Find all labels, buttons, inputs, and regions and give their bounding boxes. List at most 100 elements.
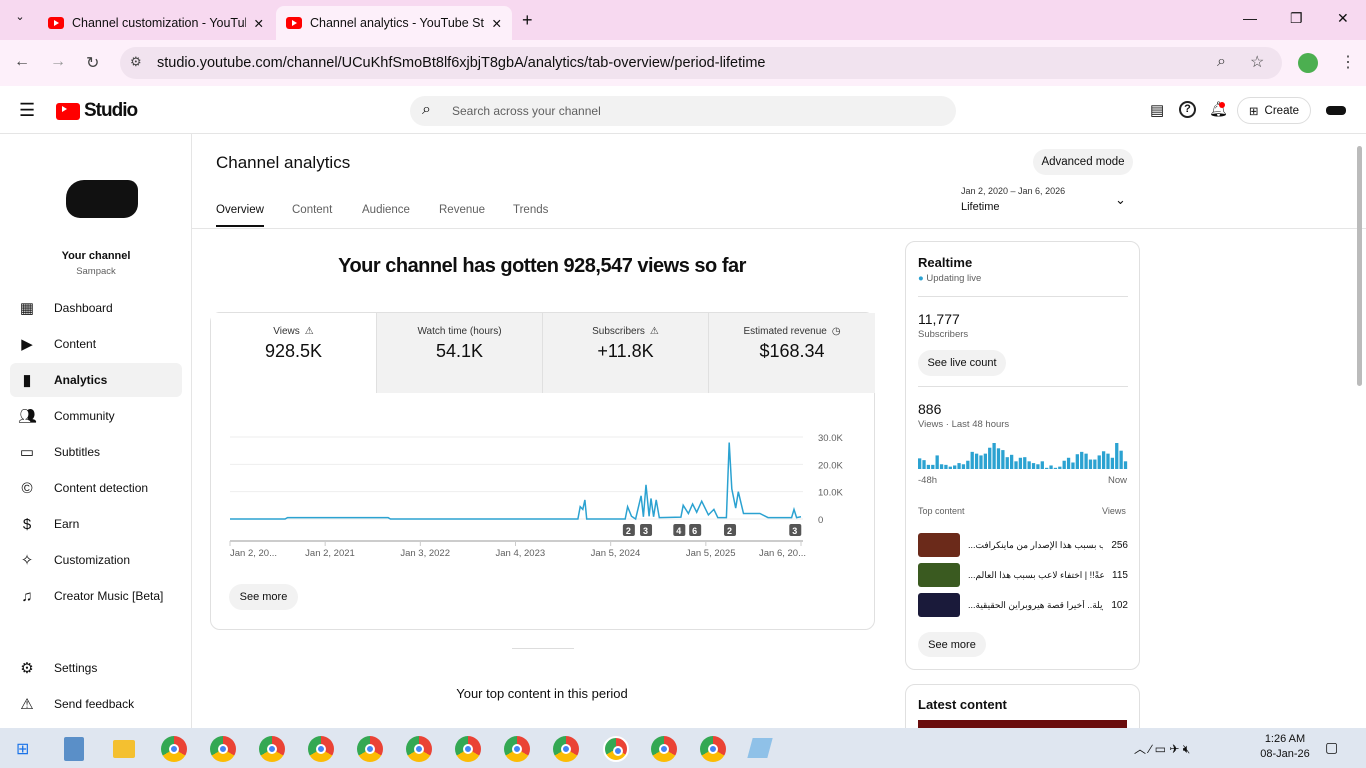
metric-watch[interactable]: Watch time (hours) 54.1K [377,313,543,393]
realtime-views: 886 [918,401,942,417]
chrome-taskbar-icon[interactable] [700,736,726,762]
metric-estimated[interactable]: Estimated revenue ◷ $168.34 [709,313,875,393]
see-live-count-button[interactable]: See live count [918,350,1006,376]
realtime-bar [966,460,970,469]
sidebar-item-content[interactable]: ▶ Content [10,327,182,361]
chrome-taskbar-icon[interactable] [406,736,432,762]
back-icon[interactable]: ← [14,53,30,70]
sidebar-item-creator-music-beta-[interactable]: ♫ Creator Music [Beta] [10,579,182,613]
chrome-taskbar-icon[interactable] [161,736,187,762]
chart-annotation-marker[interactable]: 4 [673,524,686,536]
svg-text:6: 6 [692,526,697,536]
sidebar-item-subtitles[interactable]: ▭ Subtitles [19,444,101,461]
browser-tab[interactable]: Channel customization - YouTube Studio✕ [38,6,274,40]
sidebar-item-customization[interactable]: ✧ Customization [10,543,182,577]
chrome-taskbar-icon[interactable] [259,736,285,762]
zoom-icon[interactable]: ⌕ [1217,53,1226,70]
metric-views[interactable]: Views ⚠ 928.5K [211,313,377,393]
realtime-bar [922,460,926,469]
notifications-bell-icon[interactable]: 🔔︎ [1209,101,1229,118]
close-tab-icon[interactable]: ✕ [253,16,264,31]
scrollbar[interactable] [1357,146,1362,386]
chart-annotation-marker[interactable]: 3 [640,524,653,536]
hamburger-menu-icon[interactable]: ☰ [19,100,36,120]
realtime-see-more-button[interactable]: See more [918,632,986,657]
minimize-icon[interactable]: — [1243,10,1257,26]
sidebar-item-send-feedback[interactable]: ⚠ Send feedback [10,687,182,721]
channel-avatar[interactable] [66,180,138,218]
svg-text:3: 3 [643,526,648,536]
windows-start-icon[interactable]: ⊞ [16,741,30,758]
new-tab-icon[interactable]: + [522,10,533,30]
realtime-bar [1058,466,1062,469]
system-tray-icons[interactable]: ︿ ∕ ▭ ✈ 🔇︎ [1134,742,1191,756]
chrome-taskbar-icon[interactable] [357,736,383,762]
chrome-taskbar-icon[interactable] [603,736,629,762]
studio-logo[interactable]: Studio [56,100,138,122]
site-info-icon[interactable]: ⚙ [130,54,142,69]
subscribers-label: Subscribers [918,329,969,340]
tab-audience[interactable]: Audience [362,204,410,216]
metric-subscribers[interactable]: Subscribers ⚠ +11.8K [543,313,709,393]
realtime-bar [948,466,952,469]
chrome-taskbar-icon[interactable] [455,736,481,762]
realtime-bar [1088,459,1093,469]
chrome-taskbar-icon[interactable] [504,736,530,762]
chrome-taskbar-icon[interactable] [210,736,236,762]
chart-annotation-marker[interactable]: 2 [724,524,737,536]
advanced-mode-button[interactable]: Advanced mode [1033,149,1133,175]
sidebar-item-analytics[interactable]: ▮ Analytics [10,363,182,397]
clock[interactable]: 1:26 AM 08-Jan-26 [1260,733,1310,760]
chart-annotation-marker[interactable]: 3 [789,524,802,536]
realtime-bar [1018,457,1023,469]
tab-overview[interactable]: Overview [216,204,264,227]
realtime-bar [1005,457,1009,469]
x-tick-label: Jan 5, 2024 [591,548,641,559]
tab-content[interactable]: Content [292,204,333,216]
realtime-bar [926,464,931,469]
forward-icon[interactable]: → [50,53,66,70]
realtime-bar [1031,463,1036,469]
tab-revenue[interactable]: Revenue [439,204,486,216]
browser-menu-icon[interactable]: ⋮ [1340,54,1356,71]
calculator-icon[interactable] [64,737,84,761]
browser-tab-active[interactable]: Channel analytics - YouTube Studio✕ [276,6,512,40]
x-tick-label: Jan 4, 2023 [496,548,546,559]
latest-thumbnail[interactable] [918,720,1127,728]
chrome-taskbar-icon[interactable] [651,736,677,762]
chart-annotation-marker[interactable]: 2 [622,524,635,536]
sidebar-item-earn[interactable]: $ Earn [10,507,182,541]
restore-icon[interactable]: ❐ [1290,10,1303,26]
close-tab-icon[interactable]: ✕ [491,16,502,31]
period-selector[interactable]: Jan 2, 2020 – Jan 6, 2026 Lifetime ⌄ [961,186,1126,213]
sidebar-item-community[interactable]: 👥︎ Community [18,408,115,425]
top-content-item[interactable]: ...ويلة.. أخيرا قصة هيروبراين الحقيقية 10… [918,592,1128,618]
bookmark-star-icon[interactable]: ☆ [1250,54,1265,71]
notifications-icon[interactable]: ▢ [1325,739,1339,755]
realtime-bar [1115,443,1119,469]
sidebar-item-dashboard[interactable]: ▦ Dashboard [19,300,113,317]
account-avatar[interactable] [1326,106,1346,115]
feedback-sparkle-icon[interactable]: ▤ [1150,102,1165,119]
sidebar-item-content-detection[interactable]: © Content detection [10,471,182,505]
close-window-icon[interactable]: ✕ [1337,10,1349,26]
file-explorer-icon[interactable] [113,740,135,758]
top-content-item[interactable]: ...رعةً!! | اختفاء لاعب بسبب هذا العالم 1… [918,562,1128,588]
help-icon[interactable]: ? [1179,101,1196,118]
chrome-taskbar-icon[interactable] [553,736,579,762]
x-tick-label: Jan 3, 2022 [400,548,450,559]
sidebar-item-settings[interactable]: ⚙ Settings [10,651,182,685]
tab-list-chevron-icon[interactable]: ⌄ [15,11,25,23]
url-input[interactable]: studio.youtube.com/channel/UCuKhfSmoBt8l… [120,47,1282,79]
tab-trends[interactable]: Trends [513,204,549,216]
create-button[interactable]: ⊞ Create [1237,97,1311,124]
svg-text:2: 2 [626,526,631,536]
top-content-item[interactable]: ...عب بسبب هذا الإصدار من ماينكرافت 256 [918,532,1128,558]
chart-annotation-marker[interactable]: 6 [689,524,702,536]
chrome-taskbar-icon[interactable] [308,736,334,762]
search-input[interactable]: Search across your channel [410,96,956,126]
reload-icon[interactable]: ↻ [86,55,100,72]
realtime-bar [939,464,944,469]
see-more-button[interactable]: See more [229,584,298,610]
profile-avatar[interactable] [1298,53,1318,73]
